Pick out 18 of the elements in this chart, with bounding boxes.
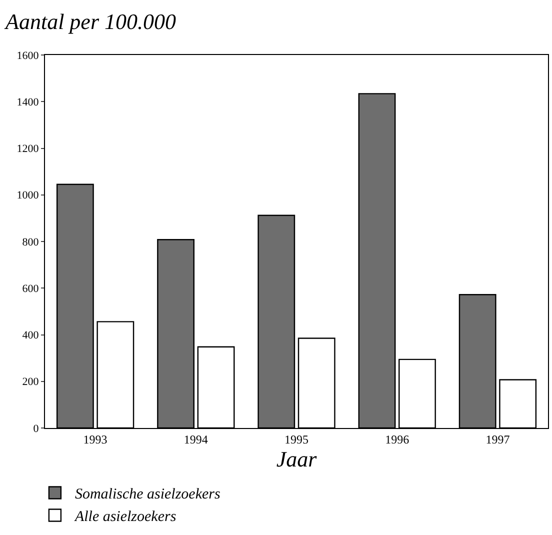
y-tick-label: 600 [22, 282, 40, 295]
y-tick-label: 200 [22, 376, 40, 388]
y-tick-label: 400 [22, 330, 40, 342]
x-tick-label: 1995 [284, 432, 308, 446]
y-tick-label: 1600 [16, 50, 40, 62]
x-tick-label: 1997 [486, 432, 510, 446]
x-tick-label: 1993 [83, 432, 108, 446]
x-axis-title: Jaar [276, 446, 318, 472]
y-tick-label: 1200 [16, 143, 40, 156]
chart-title: Aantal per 100.000 [4, 8, 176, 34]
legend-label: Alle asielzoekers [74, 509, 176, 526]
legend-label: Somalische asielzoekers [74, 486, 220, 503]
y-tick-label: 1400 [16, 96, 40, 108]
y-tick-label: 0 [33, 422, 40, 435]
x-tick-label: 1994 [184, 432, 208, 446]
y-tick-label: 1000 [16, 190, 40, 202]
x-tick-label: 1996 [385, 432, 410, 446]
y-tick-label: 800 [22, 236, 40, 248]
